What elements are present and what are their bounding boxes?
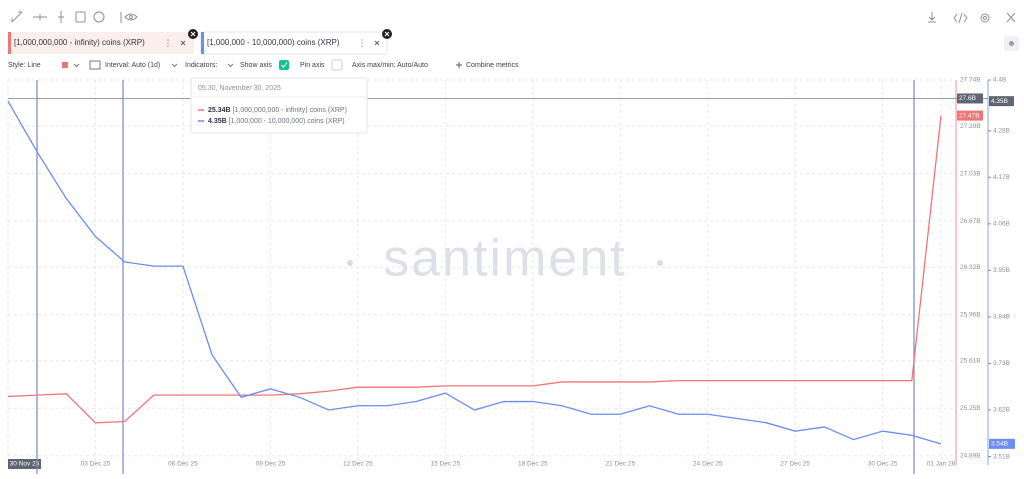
indicators-setting[interactable]: Indicators: — [185, 62, 217, 69]
y-tick-label: 24.89B — [960, 452, 981, 459]
x-crosshair-box — [8, 459, 41, 469]
end-label-box — [989, 438, 1015, 449]
x-tick-label: 15 Dec 25 — [431, 461, 461, 468]
y2-tick-label: 3.73B — [993, 360, 1010, 367]
tooltip-series: [1,000,000,000 - infinity) coins (XRP) — [233, 107, 347, 114]
tab-1-close[interactable] — [180, 40, 186, 46]
x-tick-label: 06 Dec 25 — [168, 461, 198, 468]
show-axis-label[interactable]: Show axis — [240, 62, 272, 69]
y-tick-label: 26.67B — [960, 218, 981, 225]
x-tick-label: 18 Dec 25 — [518, 461, 548, 468]
tooltip-title: 05:30, November 30, 2025 — [198, 85, 281, 92]
tab-1-marker — [8, 32, 11, 54]
x-tick-label: 30 Nov 25 — [10, 461, 40, 468]
x-tick-label: 01 Jan 26 — [927, 461, 956, 468]
watermark-dot — [347, 260, 353, 266]
y2-tick-label: 4.17B — [993, 174, 1010, 181]
y2-tick-label: 4.4B — [993, 77, 1006, 84]
tooltip-series: [1,000,000 - 10,000,000) coins (XRP) — [229, 118, 345, 125]
watermark-dot — [657, 260, 663, 266]
end-label: 3.54B — [991, 441, 1008, 448]
y-tick-label: 25.25B — [960, 405, 981, 412]
tab-2-label[interactable]: [1,000,000 - 10,000,000) coins (XRP) — [207, 38, 340, 47]
tooltip-value: 4.35B — [208, 118, 227, 125]
interval-setting[interactable]: Interval: Auto (1d) — [105, 62, 160, 69]
toolbar-icons[interactable] — [11, 11, 1016, 24]
style-setting[interactable]: Style: Line — [8, 62, 41, 69]
color-picker[interactable] — [62, 62, 68, 68]
tooltip-value: 25.34B — [208, 107, 231, 114]
y-tick-label: 27.03B — [960, 170, 981, 177]
tooltip-item: 25.34B [1,000,000,000 - infinity) coins … — [208, 107, 347, 114]
series-line — [7, 115, 942, 424]
tab-2-menu[interactable] — [361, 39, 363, 47]
crosshair-label: 27.6B — [959, 95, 976, 102]
tab-2-marker — [201, 32, 204, 54]
y-tick-label: 27.39B — [960, 123, 981, 130]
tab-1[interactable] — [8, 32, 194, 54]
tooltip — [190, 77, 368, 134]
y2-tick-label: 4.28B — [993, 127, 1010, 134]
combine-metrics[interactable]: Combine metrics — [466, 62, 519, 69]
x-tick-label: 09 Dec 25 — [256, 461, 286, 468]
x-tick-label: 24 Dec 25 — [693, 461, 723, 468]
x-tick-label: 03 Dec 25 — [81, 461, 111, 468]
series-line — [7, 100, 942, 445]
x-tick-label: 30 Dec 25 — [868, 461, 898, 468]
y-tick-label: 26.32B — [960, 264, 981, 271]
tab-2-close[interactable] — [374, 40, 380, 46]
y2-tick-label: 3.84B — [993, 314, 1010, 321]
end-label: 27.47B — [959, 112, 980, 119]
watermark: santiment — [383, 230, 626, 288]
crosshair-box — [957, 93, 983, 104]
crosshair-label: 4.35B — [991, 98, 1008, 105]
tab-1-label[interactable]: [1,000,000,000 - infinity) coins (XRP) — [14, 38, 145, 47]
axis-minmax-setting[interactable]: Axis max/min: Auto/Auto — [352, 62, 428, 69]
x-tick-label: 12 Dec 25 — [343, 461, 373, 468]
pin-axis-label[interactable]: Pin axis — [300, 62, 325, 69]
y2-tick-label: 3.62B — [993, 407, 1010, 414]
y2-tick-label: 4.06B — [993, 221, 1010, 228]
end-label-box — [957, 110, 983, 121]
pin-axis-checkbox[interactable] — [331, 59, 343, 71]
tab-1-menu[interactable] — [167, 39, 169, 47]
y2-tick-label: 3.95B — [993, 267, 1010, 274]
crosshair-box — [989, 96, 1014, 107]
y2-tick-label: 3.51B — [993, 453, 1010, 460]
interval-icon — [89, 60, 101, 70]
x-tick-label: 21 Dec 25 — [605, 461, 635, 468]
y-tick-label: 25.96B — [960, 311, 981, 318]
x-tick-label: 27 Dec 25 — [780, 461, 810, 468]
tooltip-item: 4.35B [1,000,000 - 10,000,000) coins (XR… — [208, 118, 345, 125]
y-tick-label: 25.61B — [960, 358, 981, 365]
show-axis-checkbox[interactable] — [279, 60, 289, 70]
y-tick-label: 27.74B — [960, 77, 981, 84]
